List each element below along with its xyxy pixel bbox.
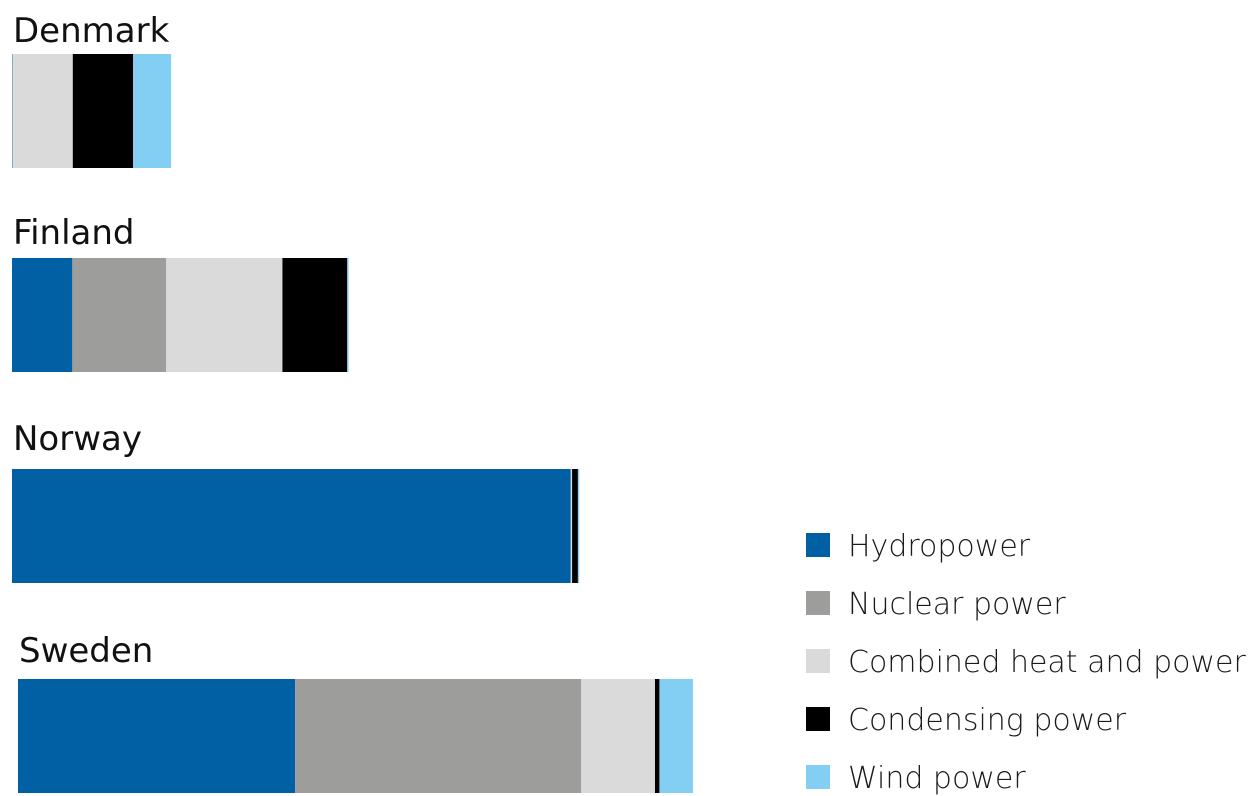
legend-label-wind-power: Wind power <box>848 761 1026 796</box>
bar-segment-finland-condensing-power <box>282 258 348 372</box>
legend-swatch-nuclear-power <box>806 591 830 615</box>
legend-label-condensing-power: Condensing power <box>848 703 1127 738</box>
legend-label-hydropower: Hydropower <box>848 529 1031 564</box>
bars-layer: Denmark Finland Norway Sweden <box>12 11 693 793</box>
bar-segment-sweden-condensing-power <box>654 679 660 793</box>
bar-segment-sweden-hydropower <box>18 679 296 793</box>
legend-item-wind-power: Wind power <box>806 761 1026 796</box>
legend-item-condensing-power: Condensing power <box>806 703 1127 738</box>
country-label-finland: Finland <box>13 213 135 253</box>
bar-segment-denmark-condensing-power <box>72 54 134 168</box>
legend-item-combined-heat-and-power: Combined heat and power <box>806 645 1246 680</box>
bar-segment-norway-wind-power <box>577 469 580 583</box>
legend-label-nuclear-power: Nuclear power <box>848 587 1066 622</box>
bar-segment-finland-combined-heat-and-power <box>166 258 283 372</box>
bar-group-sweden: Sweden <box>18 631 693 793</box>
bar-segment-sweden-nuclear-power <box>295 679 582 793</box>
legend-label-combined-heat-and-power: Combined heat and power <box>848 645 1246 680</box>
country-label-norway: Norway <box>13 419 142 459</box>
bar-segment-norway-combined-heat-and-power <box>570 469 573 583</box>
legend-swatch-wind-power <box>806 765 830 789</box>
legend-item-nuclear-power: Nuclear power <box>806 587 1066 622</box>
bar-segment-denmark-combined-heat-and-power <box>12 54 73 168</box>
bar-group-norway: Norway <box>12 419 580 583</box>
country-label-denmark: Denmark <box>13 11 170 51</box>
bar-group-finland: Finland <box>12 213 349 372</box>
legend-item-hydropower: Hydropower <box>806 529 1031 564</box>
country-label-sweden: Sweden <box>19 631 153 671</box>
bar-segment-finland-nuclear-power <box>72 258 167 372</box>
legend-swatch-hydropower <box>806 533 830 557</box>
bar-segment-denmark-wind-power <box>133 54 172 168</box>
legend-swatch-condensing-power <box>806 707 830 731</box>
bar-segment-sweden-wind-power <box>659 679 693 793</box>
bar-segment-norway-condensing-power <box>572 469 578 583</box>
legend-swatch-combined-heat-and-power <box>806 649 830 673</box>
legend: Hydropower Nuclear power Combined heat and… <box>806 529 1246 796</box>
bar-segment-norway-hydropower <box>12 469 571 583</box>
bar-segment-finland-wind-power <box>347 258 349 372</box>
bar-group-denmark: Denmark <box>12 11 172 168</box>
bar-segment-sweden-combined-heat-and-power <box>581 679 655 793</box>
bar-segment-finland-hydropower <box>12 258 73 372</box>
